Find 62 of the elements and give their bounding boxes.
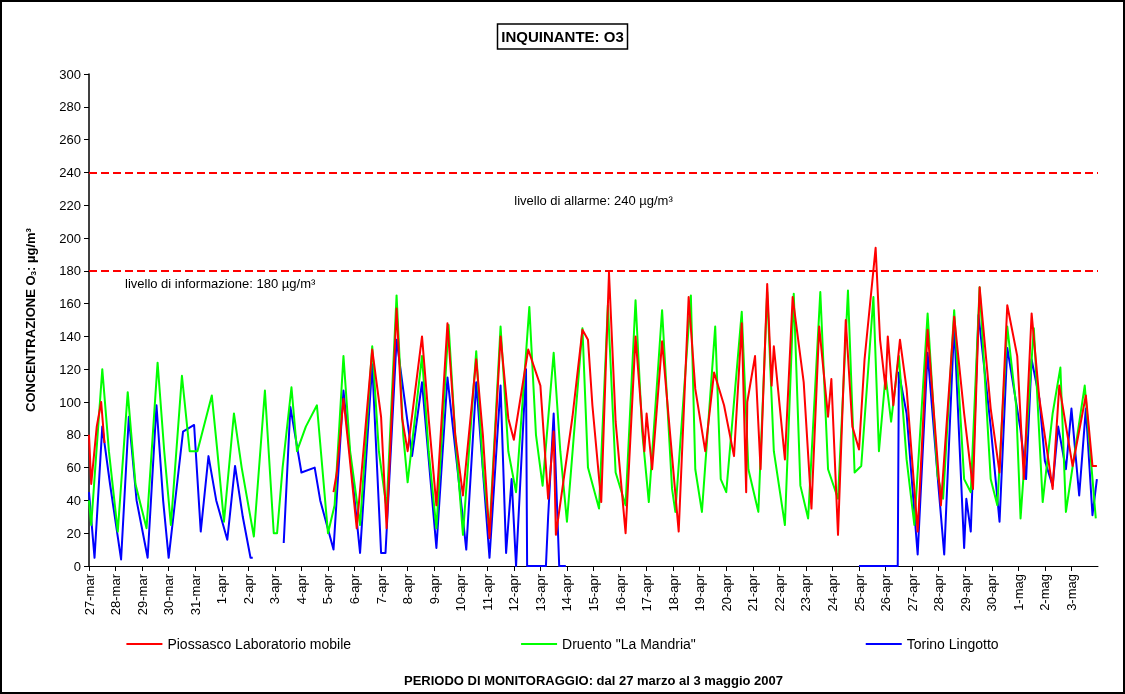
- x-tick-label: 31-mar: [187, 573, 203, 616]
- x-tick-label: 30-apr: [984, 573, 1000, 612]
- x-tick-label: 5-apr: [320, 573, 336, 605]
- x-axis-title: PERIODO DI MONITORAGGIO: dal 27 marzo al 3 maggio 2007: [403, 673, 784, 688]
- x-tick-label: 11-apr: [479, 573, 495, 611]
- x-tick-label: 13-apr: [532, 573, 548, 612]
- y-tick-label: 140: [59, 328, 81, 344]
- x-tick-label: 12-apr: [506, 573, 522, 612]
- x-tick-label: 2-mag: [1037, 574, 1053, 611]
- x-tick-label: 23-apr: [798, 573, 814, 612]
- y-tick-label: 40: [66, 492, 81, 508]
- ref-line-label: livello di allarme: 240 µg/m³: [514, 193, 674, 209]
- x-tick-label: 17-apr: [639, 573, 655, 612]
- x-tick-label: 3-apr: [267, 573, 283, 605]
- x-tick-label: 19-apr: [692, 573, 708, 612]
- y-tick-label: 220: [59, 197, 81, 213]
- y-tick-label: 260: [59, 132, 81, 148]
- x-tick-label: 1-apr: [214, 573, 230, 605]
- x-tick-label: 28-apr: [931, 573, 947, 612]
- x-tick-label: 30-mar: [161, 573, 177, 616]
- chart-title: INQUINANTE: O3: [501, 28, 624, 45]
- legend-label: Torino Lingotto: [906, 636, 999, 652]
- y-tick-label: 160: [59, 296, 81, 312]
- y-tick-label: 0: [73, 558, 81, 574]
- x-tick-label: 15-apr: [586, 573, 601, 612]
- ref-line-label: livello di informazione: 180 µg/m³: [125, 275, 316, 291]
- y-tick-label: 120: [59, 361, 81, 377]
- x-tick-label: 7-apr: [373, 573, 389, 605]
- x-tick-label: 14-apr: [559, 573, 575, 612]
- x-tick-label: 3-mag: [1063, 574, 1079, 611]
- legend-label: Druento "La Mandria": [562, 636, 696, 652]
- y-axis-title: CONCENTRAZIONE O3: µg/m³: [23, 227, 38, 412]
- y-tick-label: 20: [66, 525, 81, 541]
- y-tick-label: 200: [59, 230, 81, 246]
- x-tick-label: 29-mar: [134, 573, 150, 616]
- y-tick-label: 80: [66, 427, 81, 443]
- x-tick-label: 16-apr: [612, 573, 628, 612]
- y-tick-label: 100: [59, 394, 81, 410]
- x-tick-label: 2-apr: [240, 573, 256, 605]
- x-tick-label: 22-apr: [771, 573, 787, 612]
- x-tick-label: 29-apr: [957, 573, 973, 612]
- y-tick-label: 300: [59, 66, 81, 82]
- y-tick-label: 60: [66, 460, 81, 476]
- x-tick-label: 21-apr: [745, 573, 761, 612]
- x-tick-label: 9-apr: [426, 573, 442, 605]
- x-tick-label: 8-apr: [400, 573, 416, 605]
- y-tick-label: 180: [59, 263, 81, 279]
- x-tick-label: 27-apr: [904, 573, 920, 612]
- x-tick-label: 1-mag: [1010, 574, 1026, 611]
- x-tick-label: 20-apr: [718, 573, 734, 612]
- x-tick-label: 10-apr: [453, 573, 469, 612]
- x-tick-label: 6-apr: [347, 573, 363, 605]
- x-tick-label: 4-apr: [293, 573, 309, 605]
- y-tick-label: 280: [59, 99, 81, 115]
- x-tick-label: 25-apr: [851, 573, 867, 612]
- x-tick-label: 18-apr: [665, 573, 681, 612]
- x-tick-label: 28-mar: [108, 573, 124, 616]
- y-tick-label: 240: [59, 164, 81, 180]
- legend-label: Piossasco Laboratorio mobile: [167, 636, 352, 652]
- x-tick-label: 24-apr: [824, 573, 840, 612]
- x-tick-label: 26-apr: [878, 573, 894, 612]
- x-tick-label: 27-mar: [81, 573, 97, 616]
